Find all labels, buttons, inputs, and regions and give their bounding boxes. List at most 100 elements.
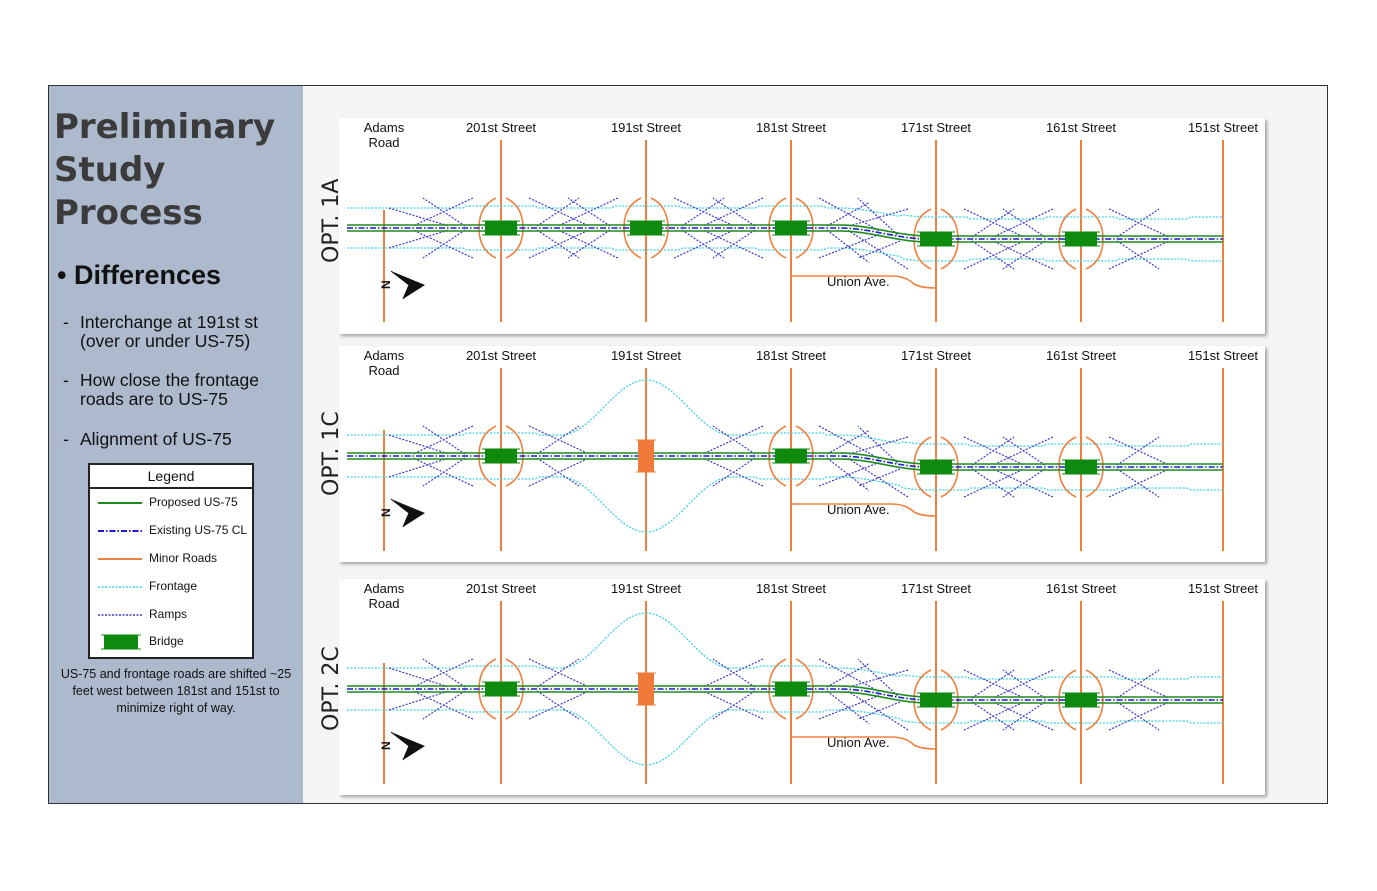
- bridge: [1065, 460, 1097, 474]
- street-label: 171st Street: [900, 581, 972, 596]
- street-label: 201st Street: [465, 120, 537, 135]
- legend: Legend Proposed US-75 Existing US-75 CL …: [88, 463, 254, 659]
- street-label: 161st Street: [1045, 581, 1117, 596]
- footnote: US-75 and frontage roads are shifted ~25…: [60, 667, 292, 715]
- street-label: 151st Street: [1187, 581, 1259, 596]
- ramp: [422, 658, 466, 688]
- diagram-opt-2c: N: [347, 601, 1224, 784]
- sidebar: Preliminary Study Process • Differences …: [49, 86, 303, 803]
- proposed-line-swatch: [98, 502, 142, 504]
- ramp: [567, 197, 611, 227]
- street-label: 181st Street: [755, 581, 827, 596]
- option-label: OPT. 1A: [319, 178, 344, 263]
- ramp: [422, 425, 466, 455]
- ramp: [857, 701, 901, 720]
- ramp: [1002, 468, 1046, 498]
- street-label: 161st Street: [1045, 120, 1117, 135]
- ramp: [1116, 468, 1160, 498]
- ramp: [422, 690, 466, 720]
- street-label: Adams Road: [363, 348, 405, 378]
- existing-line-swatch: [98, 530, 142, 532]
- ramp: [971, 240, 1015, 270]
- legend-label: Proposed US-75: [149, 495, 238, 509]
- slide-frame: Preliminary Study Process • Differences …: [48, 85, 1328, 804]
- ramp: [826, 663, 870, 688]
- street-label: 201st Street: [465, 348, 537, 363]
- loop-ramp: [1058, 436, 1077, 498]
- ramp: [567, 229, 611, 259]
- ramp: [1002, 208, 1046, 238]
- union-ave-road: [791, 503, 937, 517]
- bridge-swatch: [101, 634, 141, 650]
- ramp: [826, 202, 870, 227]
- ramp: [1002, 669, 1046, 699]
- legend-item-existing: Existing US-75 CL: [96, 522, 251, 540]
- ramp: [712, 658, 756, 688]
- ramp: [857, 468, 901, 487]
- ramp: [712, 197, 756, 227]
- street-label: 181st Street: [755, 120, 827, 135]
- ramp: [1116, 208, 1160, 238]
- ramp: [1002, 240, 1046, 270]
- frontage-swatch: [98, 586, 142, 588]
- ramp: [971, 468, 1015, 498]
- street-label: Adams Road: [363, 120, 405, 150]
- ramp: [1116, 436, 1160, 466]
- north-arrow-icon: [391, 732, 425, 760]
- ramp: [971, 208, 1015, 238]
- ramp: [712, 425, 756, 455]
- main-bullet-text: Differences: [73, 260, 222, 290]
- bridge: [1065, 693, 1097, 707]
- title-line: Preliminary: [54, 107, 276, 147]
- ramp: [1002, 701, 1046, 731]
- street-label: 181st Street: [755, 348, 827, 363]
- ramp: [422, 229, 466, 259]
- street-label: 191st Street: [610, 120, 682, 135]
- union-ave-label: Union Ave.: [827, 274, 890, 289]
- legend-item-proposed: Proposed US-75: [96, 494, 251, 512]
- ramp: [818, 658, 880, 693]
- loop-ramp: [650, 197, 669, 259]
- ramp: [971, 436, 1015, 466]
- sub-bullet: - Interchange at 191st st (over or under …: [63, 313, 290, 351]
- loop-ramp: [1058, 208, 1077, 270]
- north-label: N: [379, 508, 393, 517]
- street-label: 191st Street: [610, 348, 682, 363]
- title-line: Study: [54, 150, 166, 190]
- title-line: Process: [54, 193, 203, 233]
- ramp: [681, 229, 725, 259]
- legend-label: Frontage: [149, 579, 198, 593]
- bridge: [485, 682, 517, 696]
- bridge: [775, 682, 807, 696]
- ramp: [712, 229, 756, 259]
- ramp: [971, 701, 1015, 731]
- legend-item-bridge: Bridge: [96, 633, 251, 651]
- bridge: [1065, 232, 1097, 246]
- union-ave-road: [791, 736, 937, 750]
- street-label: 151st Street: [1187, 348, 1259, 363]
- street-label: Adams Road: [363, 581, 405, 611]
- ramp: [857, 425, 901, 466]
- legend-item-ramps: Ramps: [96, 606, 251, 624]
- ramp: [847, 690, 909, 731]
- bridge-191-underpass: [638, 673, 654, 705]
- ramp: [826, 430, 870, 455]
- ramp: [818, 425, 880, 460]
- street-label: 161st Street: [1045, 348, 1117, 363]
- north-arrow-icon: [391, 499, 425, 527]
- frontage-road: [347, 476, 1223, 533]
- sub-bullet: - Alignment of US-75: [63, 430, 290, 449]
- ramp: [536, 229, 580, 259]
- legend-title: Legend: [90, 465, 252, 489]
- diagram-opt-1c: N: [347, 368, 1224, 551]
- ramp: [847, 208, 909, 227]
- street-label: 171st Street: [900, 348, 972, 363]
- bridge: [775, 221, 807, 235]
- north-arrow-icon: [391, 271, 425, 299]
- ramp: [818, 197, 880, 232]
- ramp: [818, 694, 880, 720]
- ramp: [971, 669, 1015, 699]
- union-ave-label: Union Ave.: [827, 735, 890, 750]
- ramp: [857, 240, 901, 259]
- north-label: N: [379, 280, 393, 289]
